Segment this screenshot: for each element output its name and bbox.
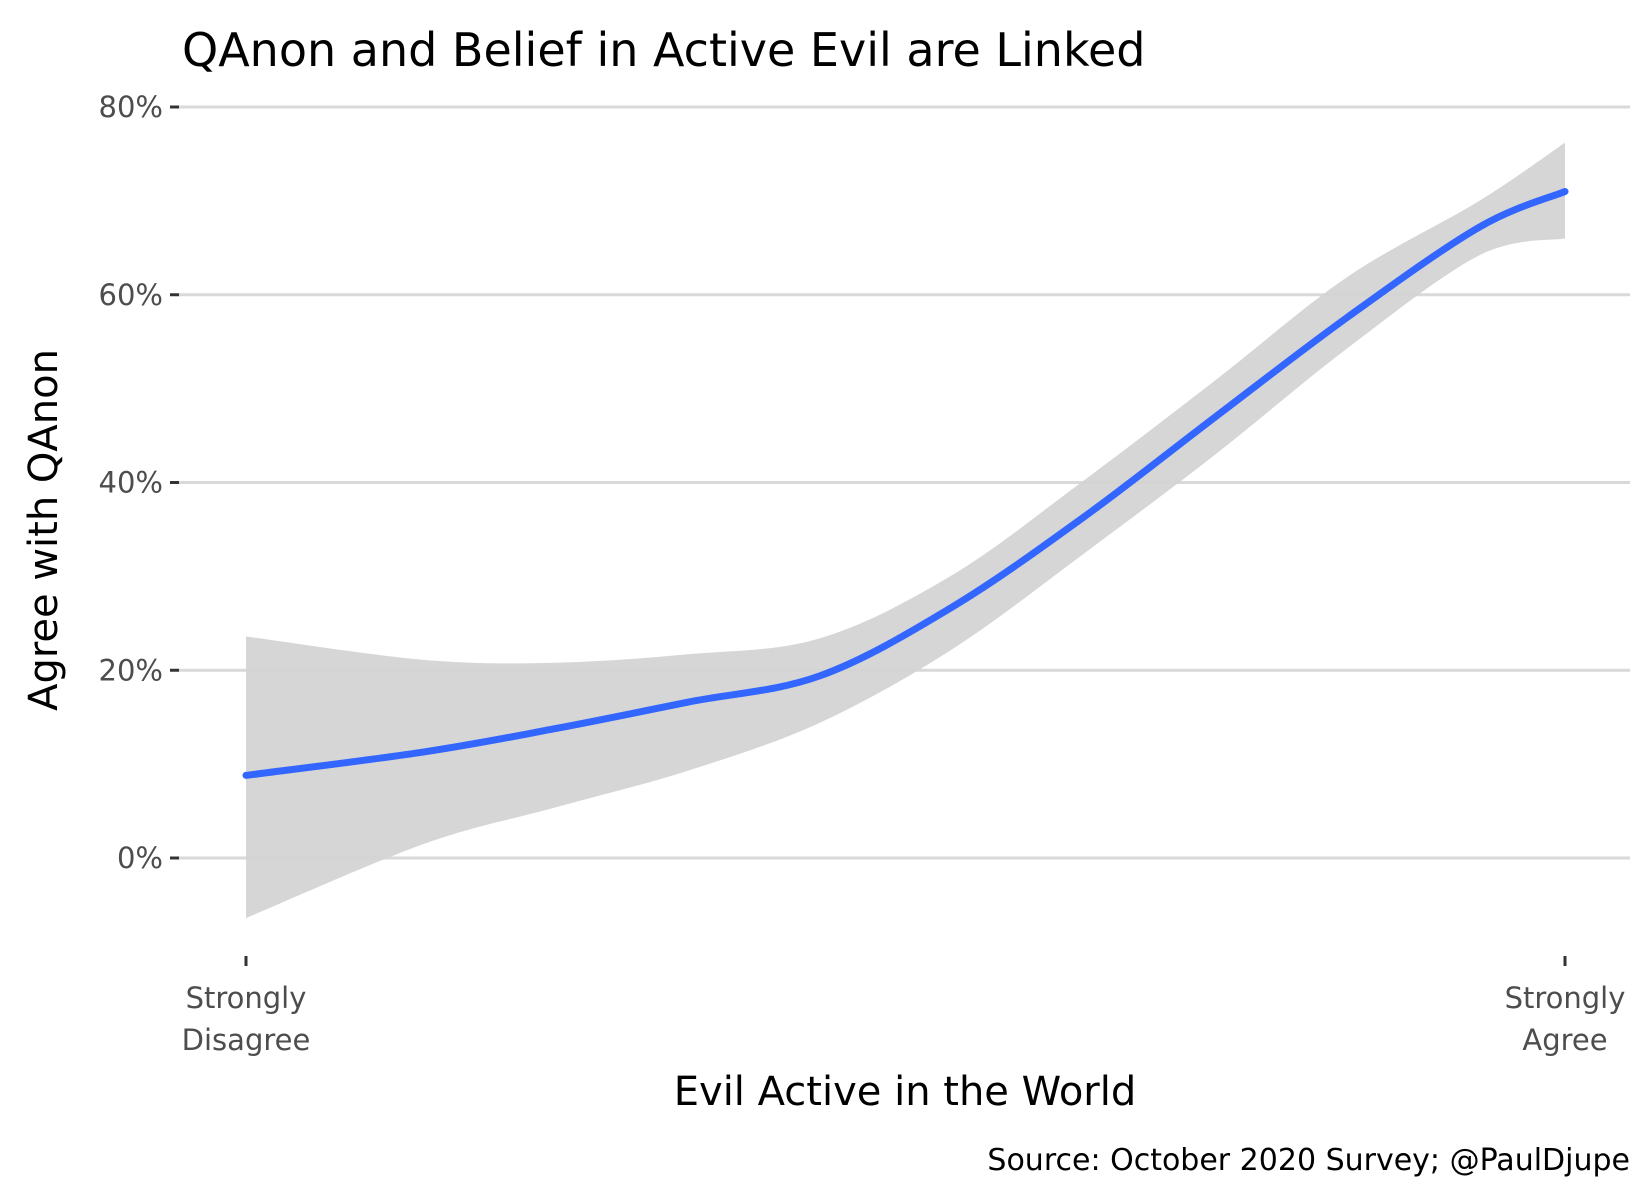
y-axis-label: Agree with QAnon [21,349,67,711]
x-tick-label-line1: Strongly [186,981,307,1015]
x-tick-label-line2: Disagree [182,1023,311,1057]
x-tick-label-line2: Agree [1522,1023,1607,1057]
y-tick-label: 40% [99,466,163,500]
confidence-band [246,142,1565,919]
y-tick-label: 80% [99,90,163,124]
y-tick-label: 0% [117,841,163,875]
x-axis-label: Evil Active in the World [674,1069,1137,1115]
y-tick-label: 60% [99,278,163,312]
y-tick-label: 20% [99,653,163,687]
x-tick-label-line1: Strongly [1505,981,1626,1015]
y-axis: 0% 20% 40% 60% 80% [99,90,179,875]
chart-title: QAnon and Belief in Active Evil are Link… [182,23,1145,77]
caption: Source: October 2020 Survey; @PaulDjupe [987,1143,1630,1178]
fit-line [242,187,1569,779]
x-axis: Strongly Disagree Strongly Agree [182,956,1626,1057]
